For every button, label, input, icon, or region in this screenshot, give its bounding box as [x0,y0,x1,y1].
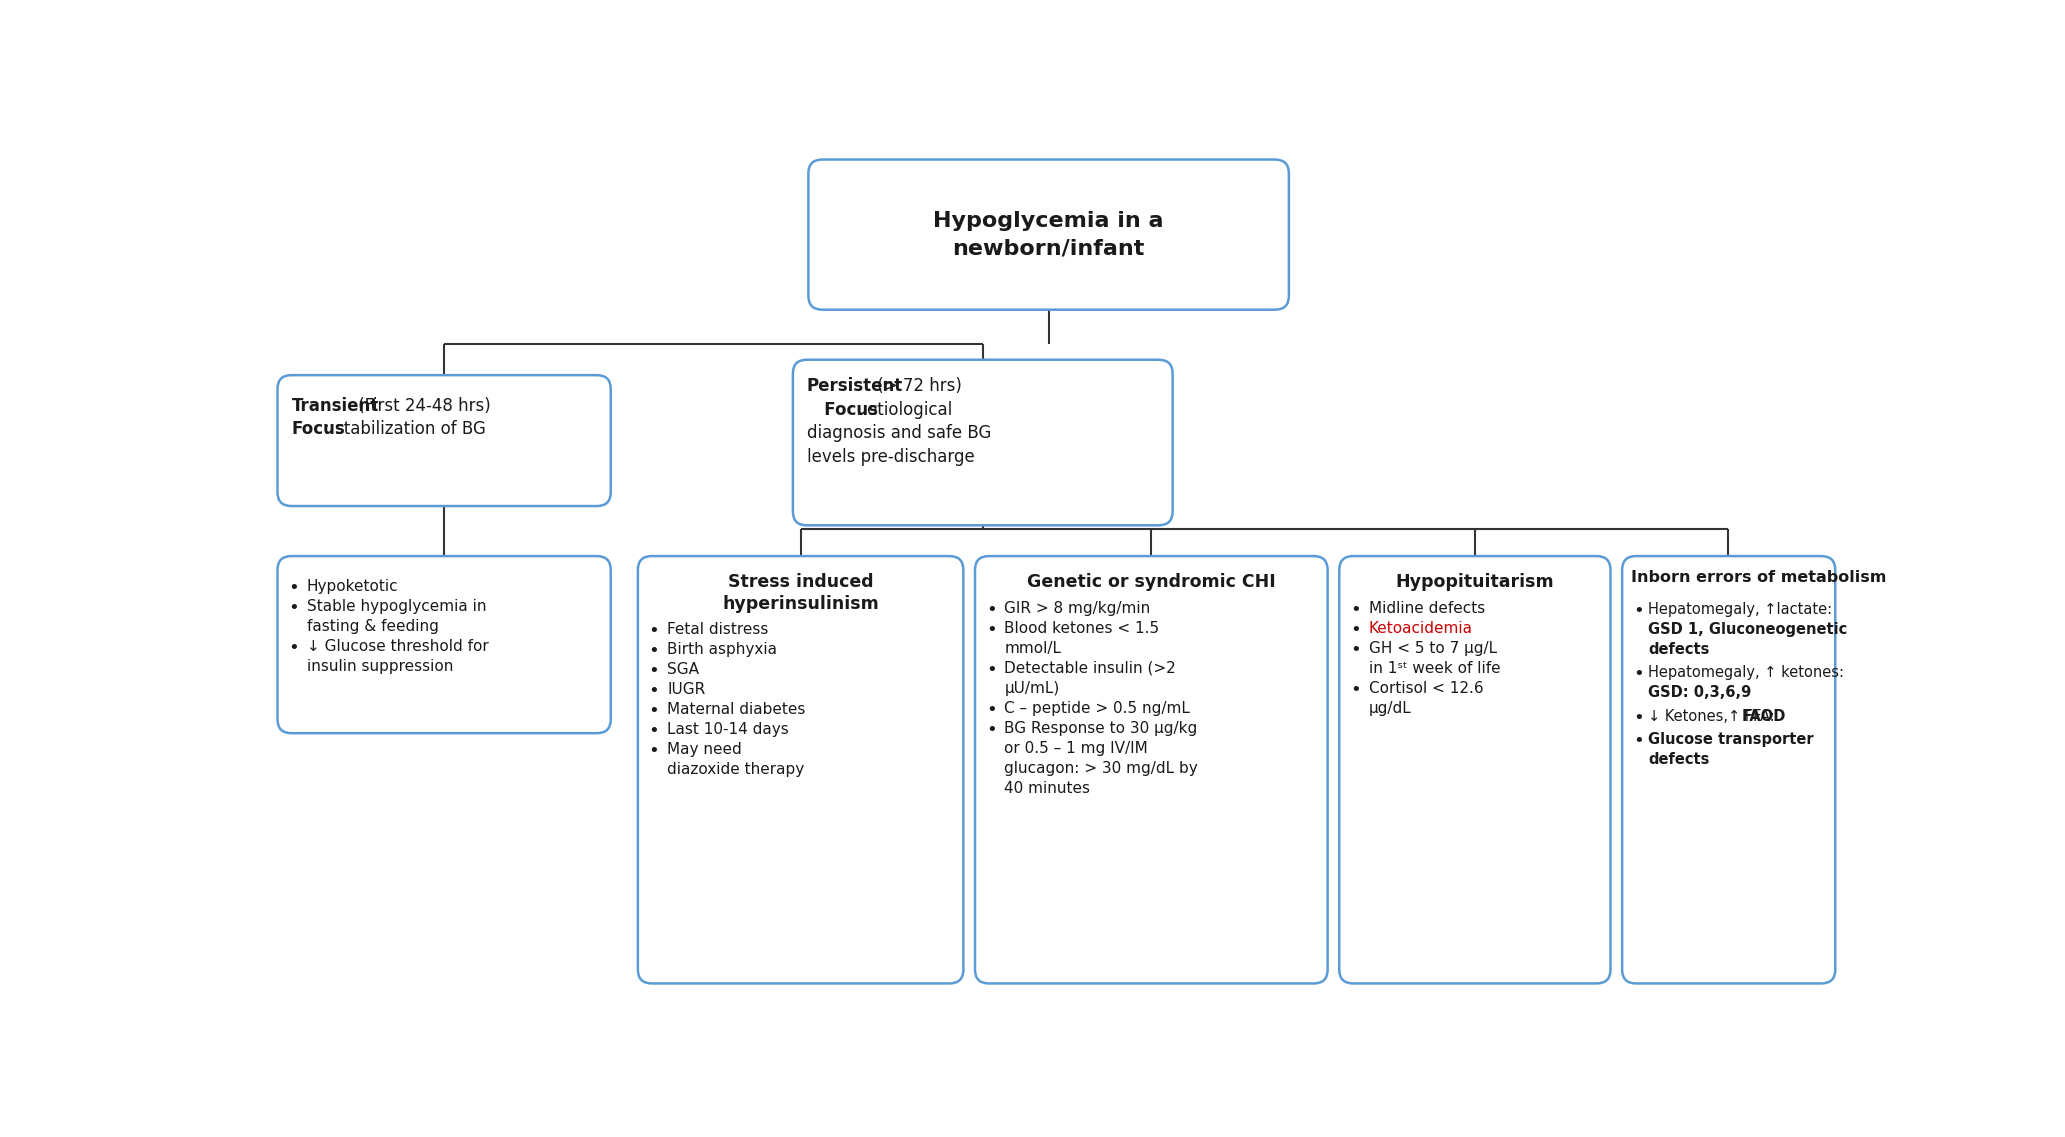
Text: μU/mL): μU/mL) [1004,681,1059,696]
Text: glucagon: > 30 mg/dL by: glucagon: > 30 mg/dL by [1004,761,1198,775]
Text: ↓ Glucose threshold for: ↓ Glucose threshold for [308,639,489,654]
FancyBboxPatch shape [1623,556,1836,984]
Text: •: • [985,600,997,619]
Text: Transient: Transient [291,397,378,415]
Text: levels pre-discharge: levels pre-discharge [807,448,975,465]
Text: ↓ Ketones,↑ FFA:: ↓ Ketones,↑ FFA: [1648,708,1780,723]
Text: •: • [1351,641,1361,658]
Text: Hypoglycemia in a: Hypoglycemia in a [933,211,1165,231]
Text: SGA: SGA [667,663,700,678]
Text: Fetal distress: Fetal distress [667,622,768,638]
Text: Maternal diabetes: Maternal diabetes [667,703,805,717]
FancyBboxPatch shape [638,556,964,984]
Text: Blood ketones < 1.5: Blood ketones < 1.5 [1004,621,1161,636]
Text: Stable hypoglycemia in: Stable hypoglycemia in [308,599,487,614]
Text: newborn/infant: newborn/infant [952,238,1144,258]
Text: Hepatomegaly, ↑lactate:: Hepatomegaly, ↑lactate: [1648,603,1832,617]
FancyBboxPatch shape [975,556,1328,984]
Text: IUGR: IUGR [667,682,706,697]
Text: Glucose transporter: Glucose transporter [1648,731,1813,747]
Text: •: • [1633,665,1644,683]
Text: Cortisol < 12.6: Cortisol < 12.6 [1369,681,1483,696]
Text: •: • [648,682,659,700]
FancyBboxPatch shape [807,159,1289,309]
Text: •: • [289,579,299,597]
Text: •: • [289,599,299,617]
FancyBboxPatch shape [277,375,611,506]
Text: mmol/L: mmol/L [1004,641,1061,656]
Text: 40 minutes: 40 minutes [1004,781,1090,796]
Text: •: • [1633,731,1644,749]
Text: Last 10-14 days: Last 10-14 days [667,722,789,738]
Text: •: • [1633,603,1644,621]
Text: •: • [648,703,659,721]
Text: •: • [648,663,659,680]
FancyBboxPatch shape [793,359,1173,525]
Text: •: • [1351,681,1361,699]
FancyBboxPatch shape [1340,556,1611,984]
Text: diazoxide therapy: diazoxide therapy [667,763,805,778]
Text: •: • [985,700,997,719]
Text: •: • [648,622,659,640]
Text: in 1ˢᵗ week of life: in 1ˢᵗ week of life [1369,661,1501,675]
Text: •: • [648,742,659,761]
Text: BG Response to 30 μg/kg: BG Response to 30 μg/kg [1004,721,1198,736]
Text: defects: defects [1648,642,1710,657]
Text: Hypoketotic: Hypoketotic [308,579,399,595]
Text: Detectable insulin (>2: Detectable insulin (>2 [1004,661,1177,675]
Text: (First 24-48 hrs): (First 24-48 hrs) [353,397,489,415]
Text: Genetic or syndromic CHI: Genetic or syndromic CHI [1026,573,1276,591]
Text: : etiological: : etiological [857,401,952,420]
Text: hyperinsulinism: hyperinsulinism [723,595,880,613]
Text: diagnosis and safe BG: diagnosis and safe BG [807,424,991,442]
FancyBboxPatch shape [277,556,611,733]
Text: Persistent: Persistent [807,376,902,395]
Text: fasting & feeding: fasting & feeding [308,620,440,634]
Text: •: • [985,621,997,639]
Text: (> 72 hrs): (> 72 hrs) [871,376,962,395]
Text: Stress induced: Stress induced [727,573,873,591]
Text: Inborn errors of metabolism: Inborn errors of metabolism [1631,570,1887,584]
Text: Birth asphyxia: Birth asphyxia [667,642,776,657]
Text: : stabilization of BG: : stabilization of BG [324,420,485,438]
Text: •: • [985,721,997,739]
Text: GSD 1, Gluconeogenetic: GSD 1, Gluconeogenetic [1648,622,1848,638]
Text: Hypopituitarism: Hypopituitarism [1396,573,1555,591]
Text: •: • [1351,621,1361,639]
Text: GSD: 0,3,6,9: GSD: 0,3,6,9 [1648,686,1751,700]
Text: •: • [1351,600,1361,619]
Text: GH < 5 to 7 μg/L: GH < 5 to 7 μg/L [1369,641,1497,656]
Text: FAOD: FAOD [1741,708,1786,723]
Text: •: • [289,639,299,657]
Text: insulin suppression: insulin suppression [308,659,454,674]
Text: May need: May need [667,742,741,757]
Text: μg/dL: μg/dL [1369,700,1412,716]
Text: C – peptide > 0.5 ng/mL: C – peptide > 0.5 ng/mL [1004,700,1189,716]
Text: Hepatomegaly, ↑ ketones:: Hepatomegaly, ↑ ketones: [1648,665,1844,680]
Text: •: • [648,722,659,740]
Text: •: • [985,661,997,679]
Text: or 0.5 – 1 mg IV/IM: or 0.5 – 1 mg IV/IM [1004,741,1148,756]
Text: Focus: Focus [291,420,345,438]
Text: Midline defects: Midline defects [1369,600,1485,616]
Text: •: • [1633,708,1644,727]
Text: Focus: Focus [807,401,878,420]
Text: GIR > 8 mg/kg/min: GIR > 8 mg/kg/min [1004,600,1150,616]
Text: Ketoacidemia: Ketoacidemia [1369,621,1472,636]
Text: defects: defects [1648,752,1710,766]
Text: •: • [648,642,659,661]
